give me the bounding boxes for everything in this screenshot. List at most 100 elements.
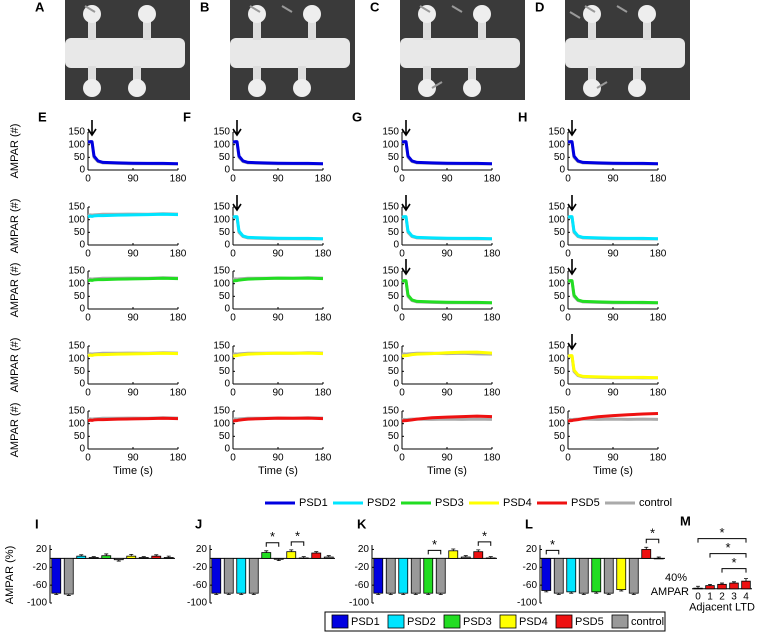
x-tick-label: 0	[565, 174, 571, 185]
trace	[567, 354, 659, 380]
y-tick-label: 100	[382, 353, 399, 364]
significance-bracket	[709, 553, 747, 558]
significance-bracket	[265, 542, 280, 547]
panel-label: A	[35, 0, 45, 14]
bar	[485, 557, 496, 559]
legend-label: PSD5	[571, 497, 600, 509]
error-bar	[631, 593, 636, 595]
error-bar	[451, 548, 456, 551]
bar	[248, 557, 259, 594]
render-c	[400, 0, 525, 100]
significance-star: *	[650, 526, 655, 541]
x-tick-label: 180	[484, 388, 501, 399]
render-a	[65, 0, 190, 100]
stimulus-arrow	[401, 195, 411, 212]
y-tick-label: 50	[554, 152, 566, 163]
y-tick-label: -60	[33, 580, 48, 591]
bar	[423, 557, 434, 594]
y-tick-label: 150	[68, 127, 85, 138]
y-tick-label: 50	[74, 291, 86, 302]
bar	[211, 557, 222, 594]
significance-star: *	[432, 537, 437, 552]
legend-swatch	[443, 614, 461, 629]
panel-label: D	[535, 0, 544, 14]
x-tick-label: 4	[743, 591, 749, 602]
x-tick-label: 180	[650, 174, 667, 185]
x-tick-label: 90	[127, 313, 139, 324]
y-tick-label: 100	[213, 139, 230, 150]
significance-star: *	[719, 525, 724, 540]
panel-label: C	[370, 0, 380, 14]
x-tick-label: 90	[272, 174, 284, 185]
x-tick-label: 0	[230, 174, 236, 185]
y-tick-label: 0	[79, 444, 85, 455]
x-tick-label: 180	[484, 453, 501, 464]
scale-bar-label: 40%	[665, 572, 687, 584]
legend-swatch	[331, 614, 349, 629]
stimulus-arrow	[567, 259, 577, 276]
stimulus-arrow	[567, 334, 577, 351]
bar	[717, 583, 727, 590]
error-bar	[708, 583, 712, 586]
significance-star: *	[550, 537, 555, 552]
y-axis-label: AMPAR (#)	[9, 199, 21, 254]
error-bar	[54, 593, 59, 595]
y-tick-label: 150	[68, 266, 85, 277]
trace	[567, 215, 659, 241]
y-tick-label: 50	[388, 291, 400, 302]
stimulus-arrow	[567, 120, 577, 137]
y-tick-label: 0	[393, 444, 399, 455]
error-bar	[104, 553, 109, 556]
y-tick-label: -100	[187, 598, 207, 609]
y-tick-label: 50	[219, 227, 231, 238]
x-tick-label: 180	[315, 313, 332, 324]
bar	[311, 552, 322, 559]
x-tick-label: 0	[230, 249, 236, 260]
x-tick-label: 0	[565, 249, 571, 260]
bar	[628, 557, 639, 594]
significance-bracket	[697, 538, 747, 543]
y-tick-label: 150	[548, 341, 565, 352]
panel-label: F	[183, 109, 191, 124]
bar	[616, 557, 627, 591]
y-tick-label: 150	[213, 406, 230, 417]
x-tick-label: 90	[127, 453, 139, 464]
x-tick-label: 180	[170, 313, 187, 324]
y-tick-label: 100	[213, 214, 230, 225]
bar	[126, 555, 137, 559]
error-bar	[116, 559, 121, 562]
bar	[298, 557, 309, 559]
bar	[101, 555, 112, 559]
y-tick-label: 0	[79, 304, 85, 315]
trace	[232, 351, 324, 358]
stimulus-arrow	[232, 195, 242, 212]
bar	[385, 557, 396, 594]
y-tick-label: 150	[382, 127, 399, 138]
legend-label: PSD4	[519, 616, 548, 628]
y-tick-label: 50	[388, 431, 400, 442]
x-tick-label: 0	[565, 388, 571, 399]
trace	[401, 279, 493, 305]
x-tick-label: 90	[127, 388, 139, 399]
y-tick-label: 100	[382, 278, 399, 289]
bar	[323, 556, 334, 559]
x-tick-label: 2	[719, 591, 725, 602]
y-tick-label: 150	[382, 266, 399, 277]
bar	[223, 557, 234, 594]
error-bar	[569, 591, 574, 594]
error-bar	[166, 555, 171, 558]
error-bar	[154, 554, 159, 557]
panel-label: J	[195, 516, 202, 531]
x-tick-label: 180	[650, 388, 667, 399]
legend-label: PSD5	[575, 616, 604, 628]
x-tick-label: 180	[315, 388, 332, 399]
y-axis-label: AMPAR (#)	[9, 338, 21, 393]
y-tick-label: 100	[213, 353, 230, 364]
bar	[473, 551, 484, 559]
error-bar	[488, 556, 493, 558]
x-tick-label: 180	[315, 249, 332, 260]
y-tick-label: 0	[559, 304, 565, 315]
x-tick-label: 0	[399, 174, 405, 185]
bar	[163, 557, 174, 559]
error-bar	[744, 578, 748, 582]
